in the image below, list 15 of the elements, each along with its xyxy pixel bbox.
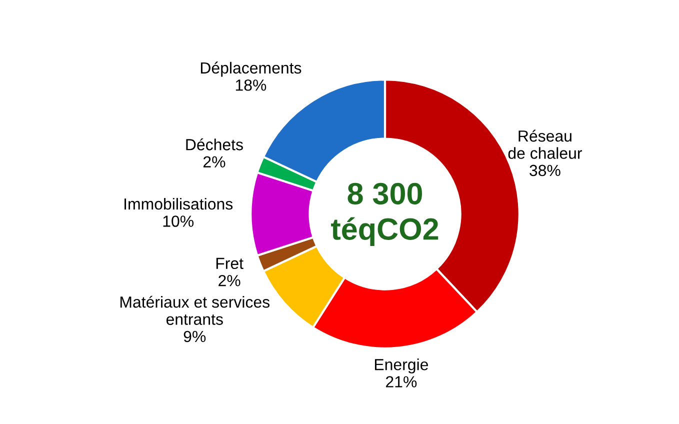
data-label: 10% [163, 216, 194, 227]
data-label: 38% [530, 164, 560, 176]
slice-label: Réseau de chaleur [508, 130, 582, 159]
slice-label: Energie [374, 358, 428, 374]
data-label: 18% [236, 80, 266, 91]
slice-label: Déplacements [200, 62, 302, 77]
slice-label: Matériaux et services entrants [120, 296, 270, 325]
slice-label: Déchets [186, 138, 243, 150]
data-label: 2% [218, 274, 240, 286]
data-label: 2% [203, 156, 226, 168]
data-label: 9% [184, 330, 206, 342]
data-label: 21% [386, 376, 417, 388]
slice-label: Immobilisations [124, 198, 233, 210]
text: 8 300 téqCO2 [331, 182, 438, 246]
slice-label: Fret [216, 258, 244, 270]
